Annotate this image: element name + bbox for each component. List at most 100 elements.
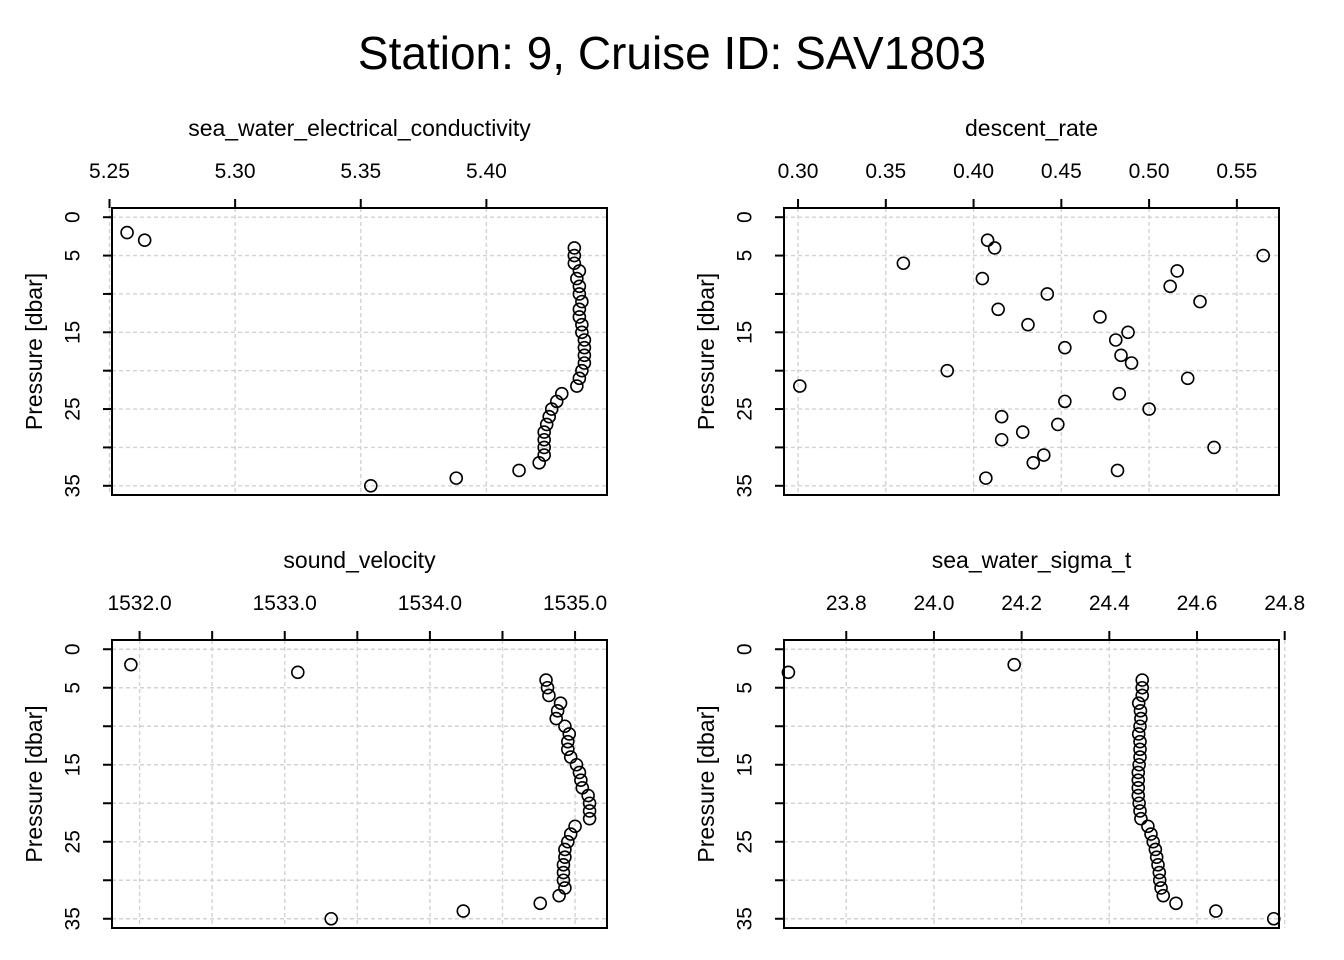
data-point bbox=[577, 356, 592, 370]
data-point bbox=[567, 248, 582, 263]
data-point bbox=[575, 325, 589, 340]
data-point bbox=[570, 271, 584, 286]
data-point bbox=[1154, 881, 1168, 895]
y-tick-label: 15 bbox=[62, 321, 85, 344]
x-tick-label: 0.55 bbox=[1216, 160, 1257, 183]
x-tick-label: 23.8 bbox=[826, 592, 867, 615]
y-tick-label: 35 bbox=[62, 907, 85, 930]
data-point bbox=[575, 363, 589, 378]
x-tick-label: 24.6 bbox=[1177, 592, 1218, 615]
data-point bbox=[1151, 858, 1165, 872]
y-tick-label: 5 bbox=[62, 682, 85, 694]
data-point bbox=[792, 379, 807, 393]
data-point bbox=[1015, 425, 1030, 439]
y-axis-label: Pressure [dbar] bbox=[693, 273, 719, 430]
x-tick-label: 1534.0 bbox=[398, 592, 462, 615]
data-point bbox=[1163, 279, 1177, 294]
data-point bbox=[1058, 340, 1072, 355]
data-point bbox=[532, 455, 546, 470]
data-point bbox=[558, 842, 572, 857]
plot-frame bbox=[783, 207, 1280, 496]
data-point bbox=[1148, 842, 1163, 857]
data-point bbox=[577, 333, 592, 347]
data-point bbox=[1058, 394, 1072, 409]
y-tick-label: 5 bbox=[734, 682, 757, 694]
x-tick-label: 5.35 bbox=[340, 160, 381, 183]
data-point bbox=[537, 440, 551, 455]
data-point bbox=[572, 302, 587, 317]
data-point bbox=[1133, 719, 1147, 734]
data-point bbox=[581, 788, 595, 803]
data-point bbox=[1266, 911, 1281, 926]
data-point bbox=[570, 379, 584, 393]
plot-frame bbox=[111, 207, 608, 496]
y-tick-label: 35 bbox=[734, 907, 757, 930]
data-point bbox=[1152, 865, 1167, 880]
data-point bbox=[1135, 680, 1150, 695]
data-point bbox=[582, 804, 597, 818]
y-tick-label: 0 bbox=[734, 643, 757, 655]
data-point bbox=[1124, 356, 1139, 370]
data-point bbox=[1193, 294, 1207, 309]
data-point bbox=[556, 858, 571, 872]
x-tick-label: 0.50 bbox=[1129, 160, 1170, 183]
data-point bbox=[572, 264, 587, 278]
data-point bbox=[991, 302, 1005, 317]
data-point bbox=[533, 896, 548, 911]
panel-sound-velocity: 1532.0 1533.0 1534.0 1535.0 0 5 15 25 35 sound_ve… bbox=[21, 547, 608, 930]
y-tick-label: 0 bbox=[62, 211, 85, 223]
data-point bbox=[561, 834, 575, 849]
data-point bbox=[1146, 834, 1160, 849]
x-tick-label: 1533.0 bbox=[253, 592, 317, 615]
y-tick-label: 0 bbox=[734, 211, 757, 223]
data-point bbox=[1134, 811, 1148, 826]
data-point bbox=[1131, 773, 1146, 787]
data-point bbox=[553, 696, 568, 710]
data-point bbox=[575, 294, 589, 309]
data-point bbox=[1108, 333, 1123, 347]
data-point bbox=[577, 348, 592, 363]
data-point bbox=[569, 757, 584, 772]
x-tick-label: 0.35 bbox=[865, 160, 906, 183]
data-point bbox=[1131, 727, 1146, 741]
data-point bbox=[582, 811, 597, 826]
data-point bbox=[1121, 325, 1135, 340]
data-point bbox=[549, 711, 563, 726]
data-point bbox=[120, 225, 134, 240]
data-point bbox=[542, 688, 556, 703]
data-point bbox=[979, 471, 993, 485]
data-point bbox=[558, 719, 572, 734]
y-tick-label: 0 bbox=[62, 643, 85, 655]
data-point bbox=[1040, 287, 1055, 301]
data-point bbox=[1131, 696, 1146, 710]
data-point bbox=[975, 271, 990, 286]
panel-title: sea_water_sigma_t bbox=[932, 547, 1132, 573]
data-point bbox=[1131, 765, 1146, 780]
data-point bbox=[1180, 371, 1195, 386]
data-point bbox=[994, 432, 1009, 447]
panel-title: sea_water_electrical_conductivity bbox=[188, 115, 531, 141]
data-point bbox=[562, 727, 577, 741]
data-point bbox=[561, 734, 575, 749]
data-point bbox=[552, 888, 566, 903]
panel-title: descent_rate bbox=[965, 115, 1098, 141]
x-tick-label: 5.40 bbox=[466, 160, 507, 183]
data-point bbox=[575, 317, 589, 332]
data-point bbox=[577, 340, 592, 355]
data-point bbox=[1132, 796, 1146, 811]
data-point bbox=[572, 371, 587, 386]
data-point bbox=[567, 241, 582, 255]
data-point bbox=[1141, 819, 1155, 834]
x-tick-label: 24.0 bbox=[914, 592, 955, 615]
data-point bbox=[1135, 673, 1150, 687]
data-point bbox=[980, 233, 995, 248]
data-point bbox=[574, 773, 588, 787]
data-point bbox=[364, 478, 378, 493]
panel-descent-rate: 0.30 0.35 0.40 0.45 0.50 0.55 0 5 15 25 35 descent_… bbox=[693, 115, 1280, 497]
data-point bbox=[561, 742, 575, 757]
data-point bbox=[137, 233, 152, 248]
data-point bbox=[1112, 386, 1127, 401]
x-tick-label: 5.25 bbox=[89, 160, 130, 183]
data-point bbox=[539, 417, 554, 432]
data-point bbox=[1133, 734, 1147, 749]
